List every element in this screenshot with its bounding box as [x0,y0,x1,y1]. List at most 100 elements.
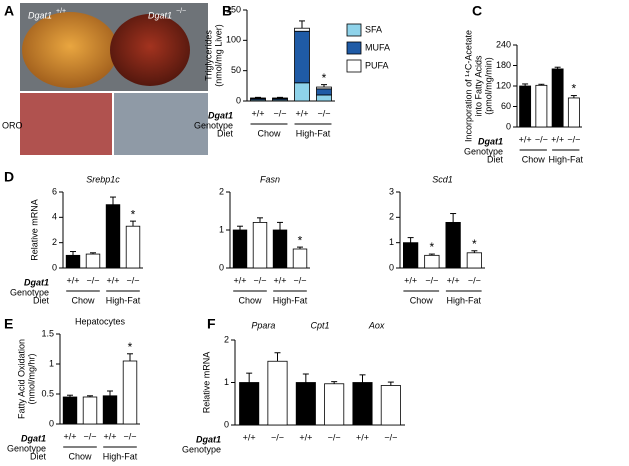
bar-segment [316,86,332,90]
y-axis-label: Relative mRNA [29,199,39,261]
row-label: Diet [33,295,50,305]
y-tick-label: 2 [389,212,394,222]
diet-label: Chow [522,154,546,164]
y-tick-label: 0 [236,95,241,105]
legend-swatch [346,41,362,55]
liver-photo [110,14,190,86]
y-tick-label: 1.5 [41,328,54,338]
chart: F 0 1 2 Relative mRNA +/+ −/− +/+ −/− +/+ −/− Ppara… [182,316,405,454]
legend-label: PUFA [365,60,389,70]
legend-label: SFA [365,24,382,34]
y-tick-label: 60 [501,101,511,111]
row-label: Dgat1 [196,434,221,444]
bar-segment [294,30,310,84]
y-tick-label: 0 [49,418,54,428]
bar [295,382,316,426]
bar-segment [294,82,310,102]
genotype-label: +/+ [66,275,79,285]
bar [62,396,78,425]
significance-marker: * [128,340,133,354]
y-tick-label: 0.5 [41,388,54,398]
y-tick-label: 6 [52,186,57,196]
significance-marker: * [322,71,327,85]
significance-marker: * [572,82,577,96]
y-axis-label: Triglycerides [203,30,213,81]
genotype-label: −/− [83,431,96,441]
chart: E Hepatocytes 0 0.5 1 1.5 Fatty Acid Oxidation… [4,316,140,461]
bar [551,68,564,128]
chart-title: Hepatocytes [75,316,126,326]
bar [272,229,288,269]
genotype-label: −/− [425,275,438,285]
genotype-label: +/+ [233,275,246,285]
row-label: Dgat1 [24,277,49,287]
oro-stain-photo [114,93,208,155]
row-label: Dgat1 [21,433,46,443]
genotype-label: +/+ [56,8,66,15]
y-tick-label: 150 [226,4,241,14]
y-axis-label: (pmol/mg/min) [483,57,493,115]
group-title: Cpt1 [310,320,329,330]
row-label: Diet [30,451,47,461]
bar [424,254,440,269]
row-label: Genotype [194,120,233,130]
genotype-label: −/− [468,275,481,285]
y-tick-label: 0 [52,262,57,272]
genotype-label: −/− [293,275,306,285]
panel-letter: A [4,3,14,19]
significance-marker: * [298,233,303,247]
genotype-label: −/− [176,8,186,15]
significance-marker: * [430,240,435,254]
genotype-label: +/+ [63,431,76,441]
y-tick-label: 1 [49,358,54,368]
bar [445,221,461,269]
bar [292,248,308,269]
bar [352,382,373,426]
diet-label: High-Fat [548,154,583,164]
bar [252,221,268,269]
y-tick-label: 2 [52,237,57,247]
diet-label: High-Fat [273,295,308,305]
y-axis-label: Incorporation of ¹⁴C-Acetate [463,30,473,142]
genotype-label: −/− [317,108,330,118]
row-label: Dgat1 [208,110,233,120]
y-tick-label: 180 [496,60,511,70]
bar [324,383,345,426]
group-title: Ppara [251,320,275,330]
group-title: Aox [368,320,385,330]
significance-marker: * [472,237,477,251]
genotype-label: −/− [253,275,266,285]
bar [402,242,419,269]
y-tick-label: 50 [231,65,241,75]
chart-title: Fasn [260,174,280,184]
bar-segment [316,94,332,102]
diet-label: Chow [410,295,434,305]
bar [82,396,98,425]
y-tick-label: 1 [389,237,394,247]
y-tick-label: 0 [506,121,511,131]
genotype-label: +/+ [519,134,532,144]
legend-swatch [346,23,362,37]
legend-swatch [346,59,362,73]
y-axis-label: (nmol/mg/hr) [26,353,36,404]
diet-label: High-Fat [106,295,141,305]
y-tick-label: 2 [224,334,229,344]
chart: C 0 60 120 180 240 Incorporation of ¹⁴C-Acetat… [463,3,583,165]
genotype-label: +/+ [551,134,564,144]
diet-label: Chow [68,451,92,461]
bar-segment [272,97,288,99]
diet-label: Chow [257,128,281,138]
bar [239,382,260,426]
y-tick-label: 120 [496,80,511,90]
panel-letter: C [472,3,482,19]
y-tick-label: 1 [224,377,229,387]
bar [466,252,482,269]
liver-photo [22,12,118,88]
chart: D Srebp1c 0 2 4 6 Relative mRNA +/+ −/− +/+ −/− * Ch… [4,169,143,305]
bar [125,225,141,269]
genotype-label: −/− [86,275,99,285]
y-axis-label: into Fatty Acids [473,55,483,117]
chart-title: Srebp1c [86,174,120,184]
row-label: Genotype [7,443,46,453]
